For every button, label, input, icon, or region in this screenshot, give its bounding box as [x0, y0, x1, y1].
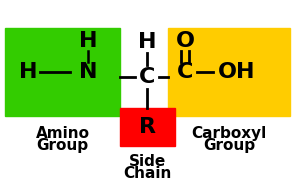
- Bar: [120, 108, 175, 146]
- Text: N: N: [79, 62, 97, 82]
- Bar: [5, 28, 120, 116]
- Bar: [168, 28, 290, 116]
- Text: C: C: [177, 62, 193, 82]
- Text: Amino: Amino: [36, 126, 89, 141]
- Text: Group: Group: [36, 138, 88, 153]
- Text: C: C: [139, 67, 155, 87]
- Text: R: R: [139, 117, 156, 137]
- Text: Side: Side: [129, 154, 166, 169]
- Text: O: O: [176, 31, 195, 51]
- Text: Carboxyl: Carboxyl: [191, 126, 267, 141]
- Text: Group: Group: [203, 138, 255, 153]
- Text: H: H: [138, 32, 156, 52]
- Text: Chain: Chain: [123, 166, 172, 181]
- Text: OH: OH: [218, 62, 256, 82]
- Text: H: H: [79, 31, 97, 51]
- Text: H: H: [19, 62, 37, 82]
